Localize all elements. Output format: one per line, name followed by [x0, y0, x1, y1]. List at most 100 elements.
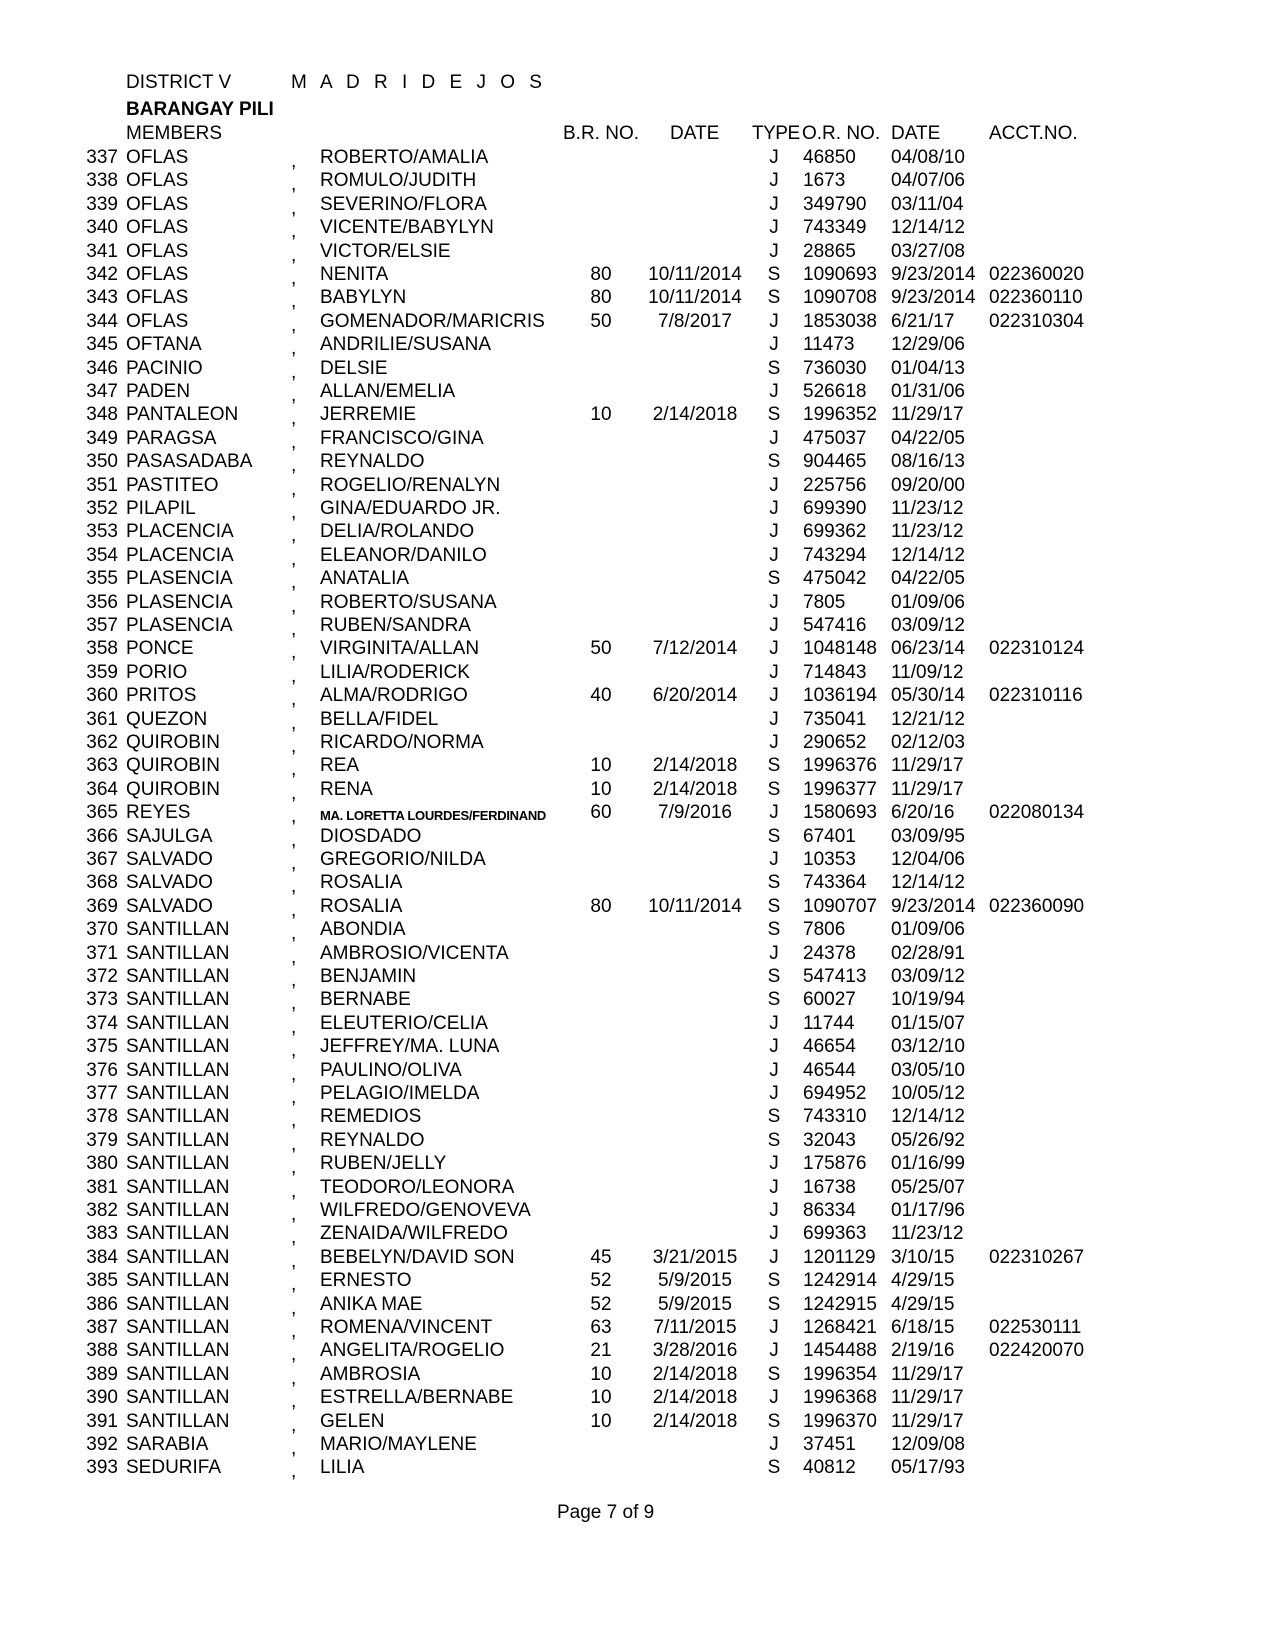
- given-names: ROMULO/JUDITH: [320, 170, 477, 192]
- type: S: [767, 451, 781, 473]
- surname: SANTILLAN: [126, 1223, 230, 1245]
- given-names: ERNESTO: [320, 1270, 412, 1292]
- or-date: 12/14/12: [891, 872, 965, 894]
- surname: QUIROBIN: [126, 778, 220, 800]
- or-number: 736030: [803, 357, 867, 379]
- given-names: MARIO/MAYLENE: [320, 1434, 477, 1455]
- separator: ,: [291, 782, 297, 804]
- surname: SEDURIFA: [126, 1457, 222, 1479]
- separator: ,: [291, 548, 297, 570]
- row-number: 341: [86, 240, 118, 262]
- separator: ,: [291, 993, 297, 1015]
- type: S: [767, 1457, 781, 1479]
- row-number: 380: [86, 1153, 118, 1175]
- or-date: 05/25/07: [891, 1176, 965, 1198]
- row-number: 375: [86, 1036, 118, 1058]
- surname: OFLAS: [126, 287, 189, 309]
- separator: ,: [291, 1016, 297, 1038]
- surname: SANTILLAN: [126, 1036, 230, 1058]
- given-names: ROBERTO/SUSANA: [320, 591, 497, 613]
- type: J: [769, 147, 779, 168]
- br-date: 2/14/2018: [652, 1410, 738, 1432]
- surname: SAJULGA: [126, 825, 213, 847]
- separator: ,: [291, 876, 297, 898]
- col-br-no: B.R. NO.: [563, 123, 640, 144]
- surname: PONCE: [126, 638, 194, 660]
- br-number: 10: [590, 1410, 612, 1432]
- type: S: [767, 287, 781, 309]
- col-or-no: O.R. NO.: [802, 123, 881, 144]
- given-names: ELEUTERIO/CELIA: [320, 1012, 488, 1034]
- or-number: 1996368: [803, 1387, 877, 1409]
- or-number: 46544: [803, 1059, 856, 1081]
- given-names: RICARDO/NORMA: [320, 732, 484, 753]
- separator: ,: [291, 1321, 297, 1342]
- surname: SALVADO: [126, 849, 213, 870]
- given-names: PAULINO/OLIVA: [320, 1059, 462, 1081]
- type: J: [769, 193, 779, 215]
- or-date: 02/12/03: [891, 732, 965, 753]
- separator: ,: [291, 689, 297, 711]
- surname: SANTILLAN: [126, 1129, 230, 1151]
- or-date: 01/15/07: [891, 1012, 965, 1034]
- surname: PLACENCIA: [126, 544, 234, 566]
- type: J: [769, 685, 779, 707]
- type: S: [767, 989, 781, 1011]
- surname: SANTILLAN: [126, 1153, 230, 1175]
- row-number: 344: [86, 310, 118, 332]
- or-number: 28865: [803, 240, 856, 262]
- type: J: [769, 427, 779, 449]
- separator: ,: [291, 572, 297, 594]
- separator: ,: [291, 291, 297, 313]
- br-date: 2/14/2018: [652, 1387, 738, 1409]
- surname: SANTILLAN: [126, 966, 230, 987]
- given-names: ANDRILIE/SUSANA: [320, 334, 492, 356]
- or-date: 10/05/12: [891, 1083, 965, 1104]
- br-date: 5/9/2015: [658, 1270, 732, 1292]
- or-date: 01/09/06: [891, 591, 965, 613]
- row-number: 384: [86, 1246, 118, 1268]
- surname: QUIROBIN: [126, 732, 220, 753]
- br-date: 6/20/2014: [652, 685, 738, 707]
- given-names: ROBERTO/AMALIA: [320, 147, 489, 168]
- col-type: TYPE: [752, 123, 800, 144]
- type: J: [769, 1012, 779, 1034]
- municipality-label: M A D R I D E J O S: [291, 72, 547, 93]
- or-number: 1996377: [803, 778, 877, 800]
- or-date: 03/05/10: [891, 1059, 965, 1081]
- separator: ,: [291, 1391, 297, 1413]
- surname: SANTILLAN: [126, 1106, 230, 1128]
- or-date: 02/28/91: [891, 942, 965, 964]
- separator: ,: [291, 1438, 297, 1459]
- type: J: [769, 1083, 779, 1104]
- type: S: [767, 895, 781, 917]
- separator: ,: [291, 946, 297, 968]
- separator: ,: [291, 923, 297, 945]
- or-number: 735041: [803, 708, 867, 730]
- row-number: 370: [86, 919, 118, 941]
- surname: SALVADO: [126, 895, 213, 917]
- or-number: 46654: [803, 1036, 856, 1058]
- or-number: 714843: [803, 661, 867, 683]
- surname: OFLAS: [126, 310, 189, 332]
- given-names: BEBELYN/DAVID SON: [320, 1246, 515, 1268]
- surname: SANTILLAN: [126, 1176, 230, 1198]
- type: S: [767, 919, 781, 941]
- separator: ,: [291, 314, 297, 336]
- or-number: 24378: [803, 942, 856, 964]
- type: J: [769, 638, 779, 660]
- acct-number: 022310267: [989, 1246, 1085, 1268]
- separator: ,: [291, 853, 297, 874]
- surname: SANTILLAN: [126, 1270, 230, 1292]
- or-number: 1268421: [803, 1317, 877, 1338]
- type: S: [767, 1270, 781, 1292]
- separator: ,: [291, 736, 297, 757]
- type: J: [769, 1317, 779, 1338]
- br-number: 45: [590, 1246, 612, 1268]
- row-number: 350: [86, 451, 118, 473]
- or-number: 1036194: [803, 685, 877, 707]
- acct-number: 022530111: [989, 1317, 1082, 1338]
- row-number: 367: [86, 849, 118, 870]
- or-date: 12/29/06: [891, 334, 965, 356]
- or-number: 743349: [803, 217, 867, 239]
